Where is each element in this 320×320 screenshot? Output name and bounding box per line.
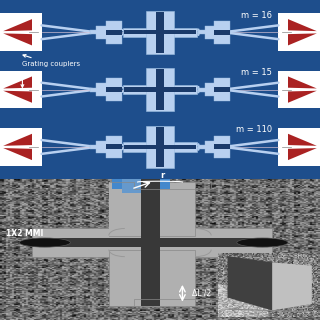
Bar xyxy=(278,13,320,51)
Text: Grating couplers: Grating couplers xyxy=(22,54,81,67)
Bar xyxy=(124,30,196,34)
Polygon shape xyxy=(3,148,32,160)
Text: m = 16: m = 16 xyxy=(241,11,272,20)
Polygon shape xyxy=(3,19,32,31)
Bar xyxy=(0,71,42,108)
Polygon shape xyxy=(3,76,32,88)
Bar xyxy=(156,127,164,167)
Bar xyxy=(0,13,42,51)
Bar xyxy=(109,250,195,306)
Polygon shape xyxy=(214,30,230,35)
Polygon shape xyxy=(106,87,122,92)
Polygon shape xyxy=(288,76,317,88)
Bar xyxy=(146,11,174,53)
Bar xyxy=(122,179,160,193)
Bar xyxy=(32,238,272,247)
Text: m = 110: m = 110 xyxy=(236,125,272,134)
Polygon shape xyxy=(272,262,312,310)
Polygon shape xyxy=(3,33,32,45)
Ellipse shape xyxy=(19,238,70,247)
Bar xyxy=(124,145,196,149)
Polygon shape xyxy=(214,144,230,149)
Polygon shape xyxy=(106,144,122,149)
Text: ΔL /2: ΔL /2 xyxy=(192,289,211,298)
Bar xyxy=(0,128,42,166)
Bar xyxy=(146,126,174,168)
Text: 1X2 MMI: 1X2 MMI xyxy=(6,228,44,237)
Polygon shape xyxy=(106,30,122,35)
Bar xyxy=(123,142,197,152)
Polygon shape xyxy=(3,134,32,146)
Bar xyxy=(123,85,197,94)
Bar xyxy=(156,69,164,110)
Polygon shape xyxy=(90,78,122,101)
Bar xyxy=(32,228,272,257)
Polygon shape xyxy=(288,33,317,45)
Bar xyxy=(278,71,320,108)
Polygon shape xyxy=(198,21,230,44)
Polygon shape xyxy=(198,136,230,158)
Polygon shape xyxy=(288,91,317,103)
Ellipse shape xyxy=(237,238,288,247)
Bar xyxy=(146,68,174,111)
Bar xyxy=(278,128,320,166)
Bar xyxy=(156,12,164,52)
Bar xyxy=(123,28,197,37)
Polygon shape xyxy=(288,148,317,160)
Bar xyxy=(109,182,125,236)
Polygon shape xyxy=(3,91,32,103)
Polygon shape xyxy=(288,134,317,146)
Polygon shape xyxy=(214,87,230,92)
Polygon shape xyxy=(288,19,317,31)
Text: r: r xyxy=(160,171,164,180)
Polygon shape xyxy=(228,256,287,310)
Bar xyxy=(124,87,196,92)
Polygon shape xyxy=(90,136,122,158)
Bar xyxy=(112,179,170,189)
Polygon shape xyxy=(198,78,230,101)
Bar xyxy=(109,182,195,236)
Bar xyxy=(141,179,160,306)
Polygon shape xyxy=(90,21,122,44)
Text: m = 15: m = 15 xyxy=(241,68,272,77)
